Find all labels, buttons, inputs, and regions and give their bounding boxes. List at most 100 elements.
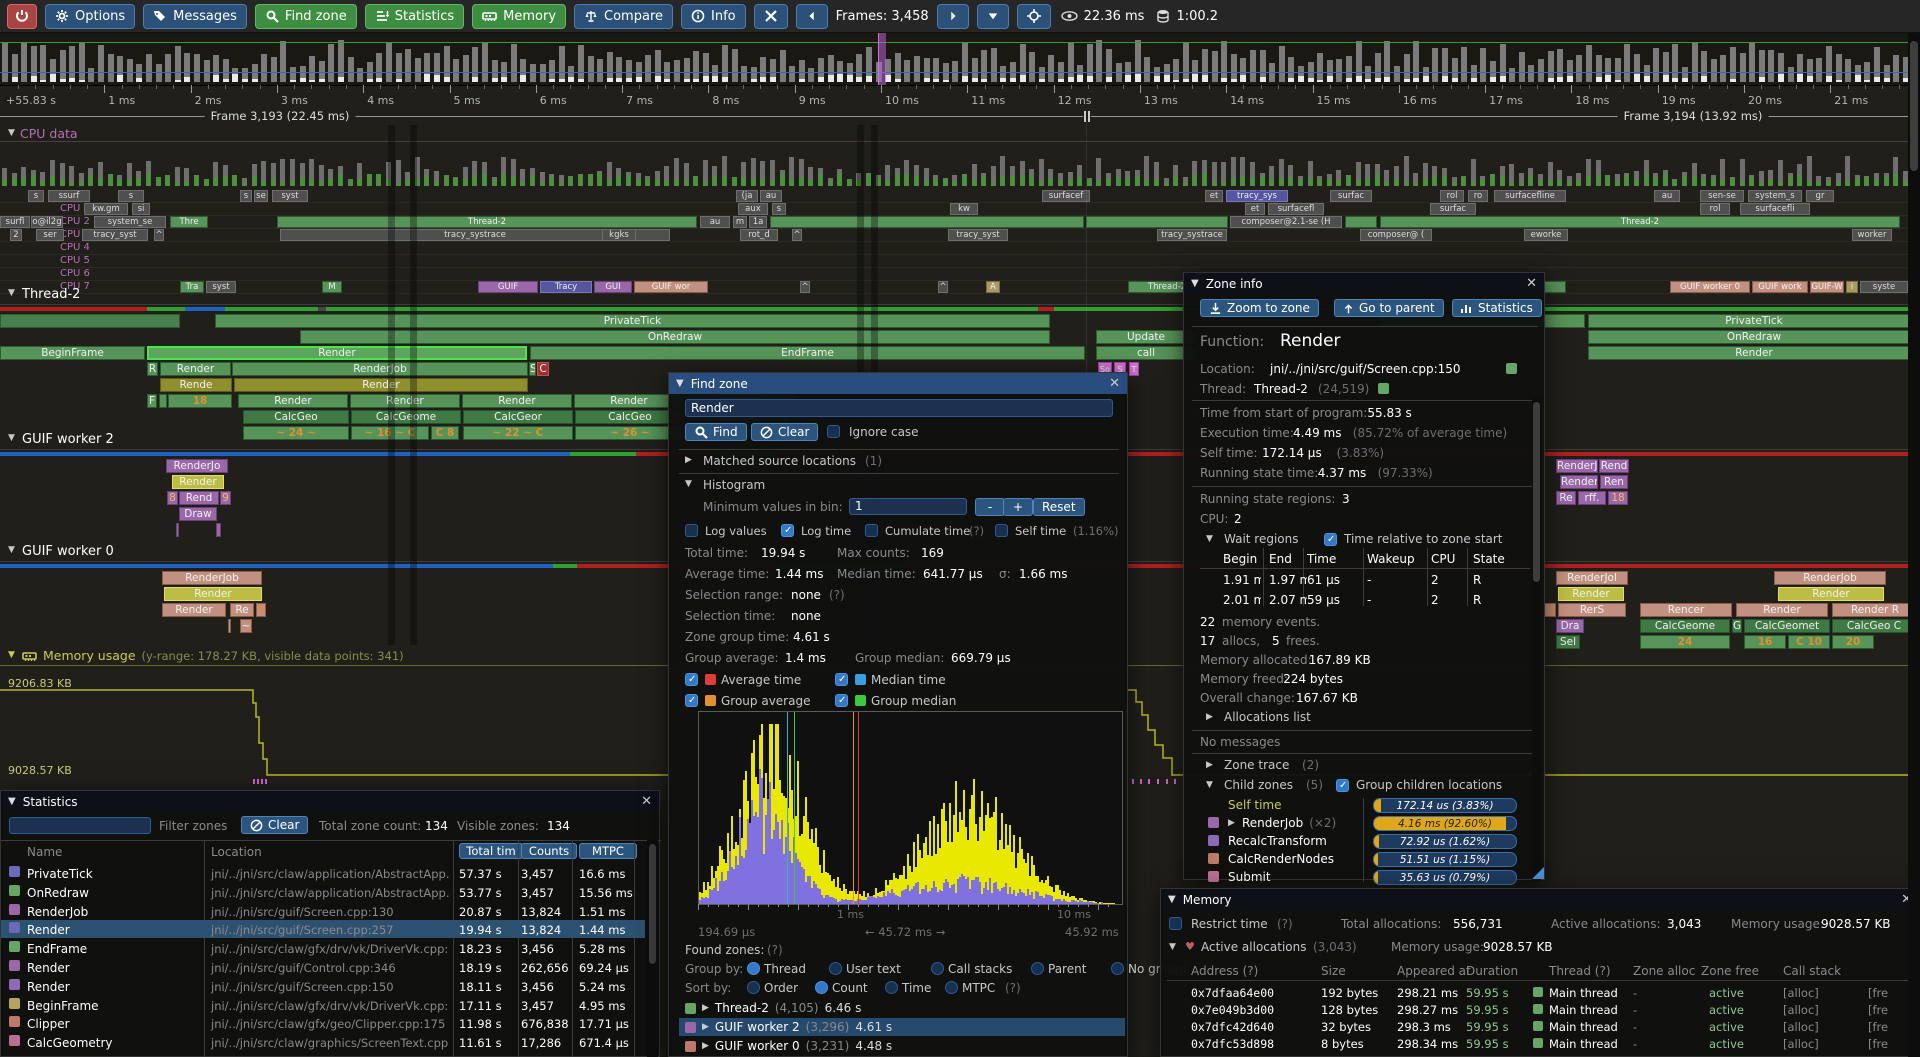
stat-row-location[interactable]: jni/../jni/src/guif/Screen.cpp:130 — [211, 905, 394, 919]
log-time-checkbox[interactable] — [781, 524, 794, 537]
cpu-zone-chip[interactable] — [770, 216, 1084, 228]
cpu-zone-chip[interactable]: rol — [1440, 190, 1464, 202]
zone-chip[interactable]: Rend — [1599, 459, 1629, 473]
zone-chip[interactable]: T — [1129, 362, 1139, 376]
cpu-zone-chip[interactable]: tracy_sys — [1226, 190, 1288, 202]
child-zone-name[interactable]: RenderJob — [1242, 816, 1303, 830]
zone-chip[interactable]: C 8 — [431, 426, 459, 440]
cpu-zone-chip[interactable]: ^ — [800, 281, 810, 293]
focus-button[interactable] — [1017, 4, 1051, 29]
cpu-zone-chip[interactable]: GUI — [594, 281, 632, 293]
expand-icon[interactable]: ▶ — [685, 455, 692, 465]
zone-chip[interactable]: Rend — [179, 491, 219, 505]
cpu-zone-chip[interactable]: Thre — [170, 216, 208, 228]
cpu-zone-chip[interactable]: rol — [1700, 203, 1730, 215]
collapse-icon[interactable]: ▼ — [8, 288, 15, 298]
cpu-zone-chip[interactable]: tracy_syst — [948, 229, 1008, 241]
stat-row-name[interactable]: Clipper — [27, 1017, 70, 1031]
mem-row-address[interactable]: 0x7dfc42d640 — [1191, 1020, 1274, 1034]
sort-by-radio-mtpc[interactable] — [945, 981, 958, 994]
zone-chip[interactable]: 8 — [167, 491, 178, 505]
zone-info-titlebar[interactable]: ▼ Zone info ✕ — [1184, 273, 1544, 294]
found-zone-group-row[interactable]: ▶GUIF worker 2(3,296)4.61 s — [679, 1018, 1125, 1036]
mem-row-appeared[interactable]: 298.3 ms — [1397, 1020, 1451, 1034]
self-time-checkbox[interactable] — [995, 524, 1008, 537]
mem-row-callstack-free[interactable]: [fre — [1868, 986, 1888, 1000]
cpu-zone-chip[interactable]: kgks — [602, 229, 636, 241]
legend-checkbox[interactable] — [685, 694, 698, 707]
zone-chip[interactable]: Dra — [1556, 619, 1584, 633]
statistics-button[interactable]: Statistics — [365, 4, 464, 29]
cpu-zone-chip[interactable]: Thread-2 — [1380, 216, 1900, 228]
sort-by-radio-order[interactable] — [747, 981, 760, 994]
col-header-counts[interactable]: Counts — [521, 843, 577, 859]
wait-col-state[interactable]: State — [1473, 552, 1505, 566]
cpu-zone-chip[interactable]: kw — [950, 203, 978, 215]
frame-left-label[interactable]: Frame 3,193 (22.45 ms) — [205, 109, 356, 123]
cpu-zone-chip[interactable]: syst — [206, 281, 236, 293]
zone-chip[interactable]: call — [1096, 346, 1196, 360]
stat-row-location[interactable]: jni/../jni/src/guif/Screen.cpp:257 — [211, 923, 394, 937]
group-by-radio-call-stacks[interactable] — [931, 962, 944, 975]
cpu-zone-chip[interactable]: ^ — [938, 281, 948, 293]
mem-col-2[interactable]: Appeared at — [1397, 964, 1471, 978]
thread-state-strip[interactable] — [326, 307, 1038, 311]
wait-col-begin[interactable]: Begin — [1223, 552, 1257, 566]
zone-chip[interactable]: C — [537, 362, 549, 376]
zone-info-statistics-button[interactable]: Statistics — [1452, 299, 1542, 317]
collapse-icon[interactable]: ▼ — [685, 479, 692, 489]
cpu-zone-chip[interactable]: s — [772, 203, 786, 215]
stat-row-location[interactable]: jni/../jni/src/claw/graphics/ScreenText.… — [211, 1036, 448, 1050]
zone-chip[interactable]: Render — [1778, 587, 1884, 601]
cpu-zone-chip[interactable]: tracy_syst — [82, 229, 148, 241]
zone-chip[interactable]: rff. — [1578, 491, 1606, 505]
zone-chip[interactable]: Render — [172, 475, 224, 489]
cpu-zone-chip[interactable]: s — [240, 190, 252, 202]
stat-row-location[interactable]: jni/../jni/src/claw/gfx/drv/vk/DriverVk.… — [211, 942, 448, 956]
zone-chip[interactable]: RenderJob — [1774, 571, 1886, 585]
pause-button[interactable] — [977, 4, 1009, 29]
expand-icon[interactable]: ▶ — [1206, 760, 1213, 770]
mem-row-appeared[interactable]: 298.21 ms — [1397, 986, 1458, 1000]
find-zone-button[interactable]: Find zone — [255, 4, 357, 29]
clear-button[interactable]: Clear — [751, 423, 818, 441]
cpu-zone-chip[interactable] — [1345, 216, 1377, 228]
zone-chip[interactable]: ~ 22 ~ C — [463, 426, 573, 440]
legend-checkbox[interactable] — [835, 694, 848, 707]
mem-col-7[interactable]: Call stack — [1783, 964, 1841, 978]
zone-chip[interactable]: PrivateTick — [1588, 314, 1920, 328]
mem-row-appeared[interactable]: 298.34 ms — [1397, 1037, 1458, 1051]
cpu-zone-chip[interactable]: surfl — [0, 216, 30, 228]
zone-chip[interactable]: Render — [350, 394, 460, 408]
zone-chip[interactable]: Update — [1096, 330, 1196, 344]
zone-chip[interactable]: S — [529, 362, 536, 376]
stat-row-name[interactable]: OnRedraw — [27, 886, 89, 900]
zone-chip[interactable]: RenderJo — [1556, 459, 1598, 473]
zone-chip[interactable]: R — [147, 362, 158, 376]
histogram-plot[interactable] — [698, 711, 1123, 905]
child-zone-name[interactable]: CalcRenderNodes — [1228, 852, 1334, 866]
cpu-zone-chip[interactable]: GUIF-W — [1810, 281, 1844, 293]
zone-chip[interactable]: RerS — [1558, 603, 1626, 617]
selection-range-hint[interactable]: (?) — [829, 588, 845, 602]
cpu-zone-chip[interactable]: composer@2.1-se (H — [1230, 216, 1342, 228]
view-span-button[interactable]: 22.36 ms — [1059, 5, 1147, 28]
zone-chip[interactable]: CalcGeo C — [1832, 619, 1916, 633]
mem-row-address[interactable]: 0x7dfaa64e00 — [1191, 986, 1274, 1000]
child-zones-label[interactable]: Child zones — [1224, 778, 1293, 792]
legend-checkbox[interactable] — [835, 673, 848, 686]
mem-row-callstack-alloc[interactable]: [alloc] — [1783, 1003, 1819, 1017]
collapse-icon[interactable]: ▼ — [1206, 780, 1213, 790]
zone-chip[interactable]: Render — [234, 378, 528, 392]
cpu-zone-chip[interactable]: M — [322, 281, 342, 293]
cpu-zone-chip[interactable]: GUIF worker 0 — [1670, 281, 1750, 293]
cpu-zone-chip[interactable]: surfacefline — [1494, 190, 1566, 202]
ignore-case-checkbox[interactable] — [827, 425, 840, 438]
memory-button[interactable]: Memory — [472, 4, 566, 29]
zone-chip[interactable]: Render — [462, 394, 572, 408]
cpu-zone-chip[interactable]: s — [118, 190, 144, 202]
thread-state-strip[interactable] — [570, 452, 636, 456]
cpu-zone-chip[interactable]: m — [733, 216, 747, 228]
zone-chip[interactable]: Render — [1560, 475, 1598, 489]
expand-icon[interactable]: ▶ — [1206, 712, 1213, 722]
